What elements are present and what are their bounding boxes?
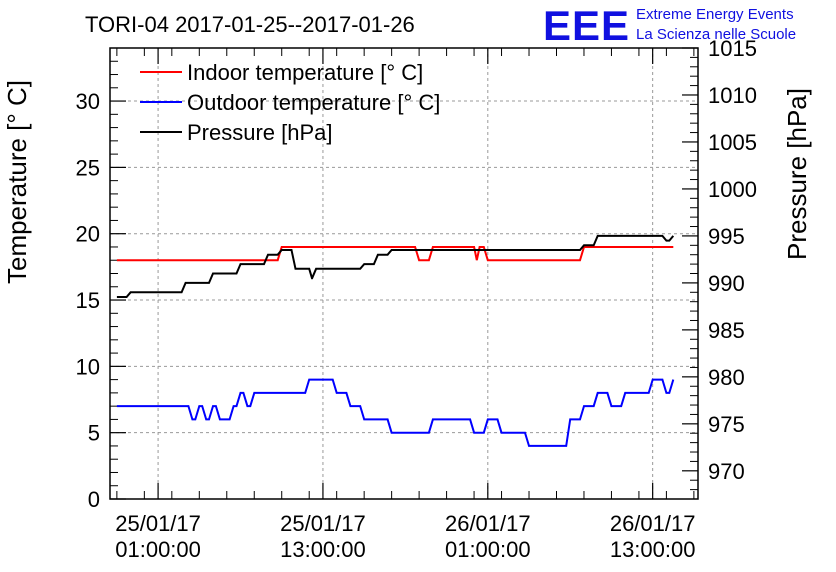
grid-lines bbox=[110, 48, 698, 499]
plot-frame bbox=[109, 47, 699, 500]
y-tick-label: 5 bbox=[88, 421, 100, 446]
y-tick-label: 15 bbox=[76, 288, 100, 313]
series-line-pressure bbox=[116, 234, 675, 298]
x-tick-label-time: 01:00:00 bbox=[445, 537, 531, 562]
y-tick-label: 25 bbox=[76, 155, 100, 180]
branding-line-1: Extreme Energy Events bbox=[636, 6, 794, 23]
y-tick-label: 10 bbox=[76, 354, 100, 379]
y2-tick-label: 1015 bbox=[708, 36, 757, 61]
branding-line-2: La Scienza nelle Scuole bbox=[636, 26, 796, 43]
legend-label-pressure: Pressure [hPa] bbox=[187, 120, 333, 145]
y2-tick-label: 1010 bbox=[708, 83, 757, 108]
y2-axis-title: Pressure [hPa] bbox=[782, 88, 812, 260]
axis-ticks bbox=[110, 47, 698, 500]
eee-branding: EEE Extreme Energy Events La Scienza nel… bbox=[543, 2, 796, 49]
x-tick-label-time: 13:00:00 bbox=[280, 537, 366, 562]
y2-tick-label: 990 bbox=[708, 271, 745, 296]
series-line-indoor-temperature bbox=[116, 246, 674, 262]
y2-tick-label: 1005 bbox=[708, 130, 757, 155]
x-tick-label-time: 13:00:00 bbox=[610, 537, 696, 562]
legend-label-outdoor: Outdoor temperature [° C] bbox=[187, 90, 440, 115]
y-axis-title: Temperature [° C] bbox=[2, 80, 32, 284]
tick-labels: 0510152025309709759809859909951000100510… bbox=[76, 36, 757, 562]
y2-tick-label: 970 bbox=[708, 459, 745, 484]
y2-tick-label: 980 bbox=[708, 365, 745, 390]
y2-tick-label: 1000 bbox=[708, 177, 757, 202]
y-tick-label: 30 bbox=[76, 89, 100, 114]
x-tick-label-date: 26/01/17 bbox=[445, 511, 531, 536]
y2-tick-label: 985 bbox=[708, 318, 745, 343]
legend: Indoor temperature [° C] Outdoor tempera… bbox=[140, 60, 440, 145]
x-tick-label-date: 25/01/17 bbox=[115, 511, 201, 536]
y-tick-label: 20 bbox=[76, 222, 100, 247]
x-tick-label-time: 01:00:00 bbox=[115, 537, 201, 562]
series-lines bbox=[116, 234, 675, 447]
legend-label-indoor: Indoor temperature [° C] bbox=[187, 60, 423, 85]
chart-title: TORI-04 2017-01-25--2017-01-26 bbox=[85, 12, 415, 37]
x-tick-label-date: 25/01/17 bbox=[280, 511, 366, 536]
y-tick-label: 0 bbox=[88, 487, 100, 512]
y2-tick-label: 995 bbox=[708, 224, 745, 249]
series-line-outdoor-temperature bbox=[116, 378, 675, 447]
y2-tick-label: 975 bbox=[708, 412, 745, 437]
x-tick-label-date: 26/01/17 bbox=[610, 511, 696, 536]
eee-logo: EEE bbox=[543, 2, 630, 49]
